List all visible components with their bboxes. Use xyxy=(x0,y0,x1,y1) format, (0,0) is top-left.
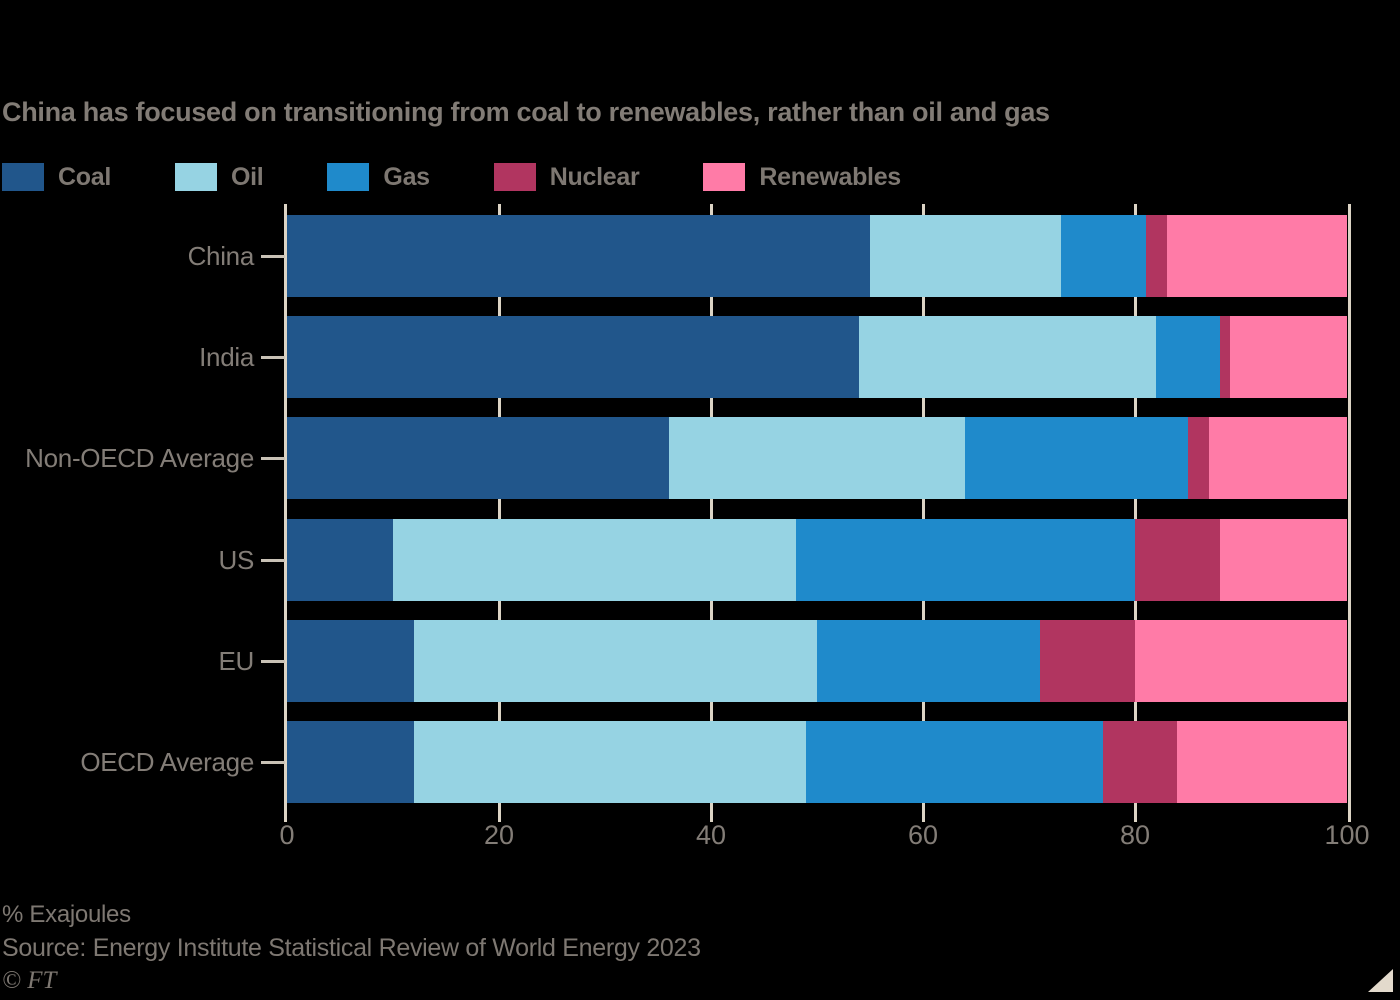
bar-segment-coal xyxy=(287,316,860,398)
category-label-us: US xyxy=(218,545,254,575)
bar-segment-renewables xyxy=(1230,316,1347,398)
category-label-non-oecd-average: Non-OECD Average xyxy=(25,443,254,473)
ft-credit: © FT xyxy=(2,967,57,994)
x-axis-tick-60 xyxy=(921,810,925,822)
bar-row-china xyxy=(287,215,1347,297)
legend-item-oil: Oil xyxy=(174,162,264,192)
bar-segment-coal xyxy=(287,620,415,702)
category-tick xyxy=(261,558,285,562)
bar-segment-oil xyxy=(393,519,796,601)
bar-segment-renewables xyxy=(1166,215,1347,297)
bar-segment-nuclear xyxy=(1135,519,1220,601)
unit-label: % Exajoules xyxy=(2,901,131,928)
category-tick xyxy=(261,456,285,460)
legend-item-renewables: Renewables xyxy=(703,163,901,192)
bar-segment-gas xyxy=(1156,316,1220,398)
x-axis-tick-label: 60 xyxy=(907,820,939,850)
legend-swatch-renewables xyxy=(703,163,746,191)
x-axis-tick-40 xyxy=(709,810,713,822)
bar-segment-renewables xyxy=(1177,721,1347,803)
bar-segment-gas xyxy=(806,721,1104,803)
legend-label-coal: Coal xyxy=(58,162,111,191)
category-label-oecd-average: OECD Average xyxy=(80,747,254,777)
chart-legend: Coal Oil Gas Nuclear Renewables xyxy=(2,162,901,192)
bar-segment-renewables xyxy=(1135,620,1347,702)
legend-swatch-gas xyxy=(327,163,370,191)
category-label-china: China xyxy=(187,241,255,271)
bar-segment-oil xyxy=(870,215,1061,297)
x-axis-tick-label: 20 xyxy=(483,820,515,850)
bar-segment-nuclear xyxy=(1103,721,1178,803)
category-tick xyxy=(261,659,285,663)
bar-segment-nuclear xyxy=(1188,417,1210,499)
bar-row-us xyxy=(287,519,1347,601)
bar-segment-nuclear xyxy=(1219,316,1231,398)
category-tick xyxy=(261,355,285,359)
gridline-0 xyxy=(284,204,287,810)
legend-label-renewables: Renewables xyxy=(759,162,901,191)
x-axis-tick-label: 40 xyxy=(695,820,727,850)
gridline-20 xyxy=(497,204,501,810)
bar-row-oecd-average xyxy=(287,721,1347,803)
bar-row-india xyxy=(287,316,1347,398)
category-tick xyxy=(261,254,285,258)
bar-segment-oil xyxy=(414,721,807,803)
gridline-100 xyxy=(1348,204,1351,810)
x-axis-tick-label: 100 xyxy=(1324,820,1370,850)
bar-segment-gas xyxy=(795,519,1135,601)
gridline-40 xyxy=(709,204,713,810)
x-axis-tick-label: 0 xyxy=(279,820,295,850)
bar-segment-gas xyxy=(817,620,1040,702)
bar-row-non-oecd-average xyxy=(287,417,1347,499)
gridline-80 xyxy=(1133,204,1137,810)
legend-item-coal: Coal xyxy=(2,163,111,192)
legend-item-nuclear: Nuclear xyxy=(493,162,640,192)
category-tick xyxy=(261,760,285,764)
bar-segment-coal xyxy=(287,519,393,601)
bar-segment-coal xyxy=(287,417,669,499)
category-label-eu: EU xyxy=(218,646,254,676)
x-axis-tick-0 xyxy=(284,810,287,822)
bar-segment-gas xyxy=(965,417,1188,499)
source-label: Source: Energy Institute Statistical Rev… xyxy=(2,934,701,962)
legend-label-gas: Gas xyxy=(383,162,430,191)
legend-swatch-coal xyxy=(2,163,44,191)
category-label-india: India xyxy=(199,342,254,372)
gridline-60 xyxy=(921,204,925,810)
x-axis-tick-20 xyxy=(497,810,501,822)
bar-row-eu xyxy=(287,620,1347,702)
bar-segment-nuclear xyxy=(1039,620,1135,702)
bar-segment-nuclear xyxy=(1145,215,1167,297)
legend-label-oil: Oil xyxy=(230,162,264,191)
x-axis-tick-100 xyxy=(1348,810,1351,822)
bar-segment-oil xyxy=(414,620,817,702)
bar-segment-coal xyxy=(287,721,415,803)
legend-item-gas: Gas xyxy=(327,162,430,192)
bar-segment-oil xyxy=(859,316,1157,398)
bar-segment-oil xyxy=(668,417,966,499)
legend-label-nuclear: Nuclear xyxy=(549,162,640,191)
bar-segment-gas xyxy=(1060,215,1146,297)
chart-title: China has focused on transitioning from … xyxy=(2,97,1050,127)
bar-segment-renewables xyxy=(1219,519,1347,601)
legend-swatch-nuclear xyxy=(493,163,536,191)
corner-resize-triangle-icon xyxy=(1368,969,1393,992)
bar-segment-coal xyxy=(287,215,870,297)
bar-segment-renewables xyxy=(1209,417,1347,499)
x-axis-tick-label: 80 xyxy=(1119,820,1151,850)
x-axis-tick-80 xyxy=(1133,810,1137,822)
legend-swatch-oil xyxy=(174,163,217,191)
